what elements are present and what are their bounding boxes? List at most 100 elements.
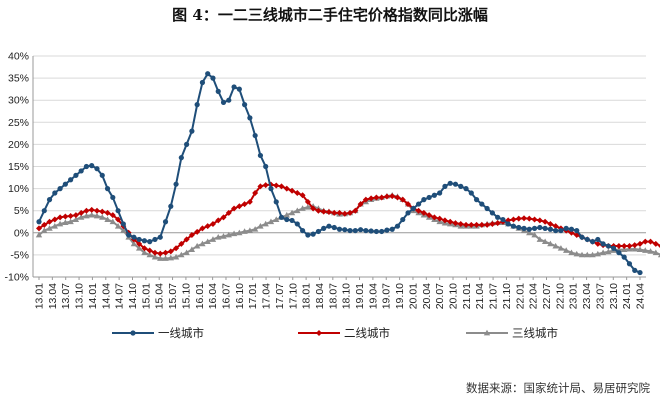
x-tick-label: 16.04: [207, 283, 219, 309]
data-point: [220, 99, 227, 106]
data-point: [83, 163, 90, 170]
data-point: [373, 228, 380, 235]
data-point: [531, 216, 538, 223]
data-point: [72, 212, 79, 219]
data-point: [357, 201, 364, 208]
legend-marker: [316, 330, 322, 336]
data-point: [431, 214, 438, 221]
x-tick-label: 17.04: [261, 283, 273, 309]
data-point: [558, 227, 564, 234]
data-point: [552, 242, 559, 249]
axes: -10%-5%0%5%10%15%20%25%30%35%40%13.01 13.…: [4, 51, 646, 310]
data-point: [289, 187, 296, 194]
data-point: [505, 221, 511, 227]
y-tick-label: 0%: [14, 227, 29, 239]
data-point: [194, 102, 200, 108]
data-point: [426, 194, 432, 201]
data-point: [589, 239, 596, 245]
data-point: [362, 196, 369, 203]
data-point: [537, 224, 543, 231]
legend-marker: [130, 330, 136, 336]
data-point: [114, 222, 122, 229]
data-point: [458, 183, 464, 189]
data-point: [304, 198, 311, 205]
data-point: [352, 227, 358, 234]
data-point: [415, 201, 422, 207]
data-point: [578, 251, 586, 258]
data-point: [521, 225, 527, 231]
data-point: [447, 180, 453, 186]
data-point: [347, 209, 354, 216]
data-point: [162, 249, 169, 256]
data-point: [631, 245, 638, 252]
data-point: [178, 240, 185, 247]
data-point: [299, 227, 306, 234]
data-point: [56, 220, 64, 227]
data-point: [131, 234, 137, 240]
y-tick-label: 15%: [8, 161, 29, 173]
data-point: [436, 215, 443, 222]
data-point: [547, 220, 554, 227]
data-point: [463, 186, 469, 192]
data-point: [199, 225, 206, 232]
data-point: [536, 236, 544, 242]
data-point: [62, 219, 69, 226]
data-point: [541, 238, 549, 245]
data-point: [600, 241, 606, 247]
x-tick-label: 19.04: [367, 283, 379, 309]
data-point: [495, 214, 501, 220]
data-point: [178, 155, 184, 161]
data-point: [68, 177, 74, 183]
data-point: [99, 208, 106, 215]
data-point: [162, 219, 169, 225]
data-point: [315, 207, 322, 214]
data-point: [209, 236, 217, 242]
data-point: [621, 243, 628, 250]
data-point: [557, 245, 565, 251]
x-tick-label: 15.07: [167, 283, 179, 309]
data-point: [184, 141, 190, 147]
data-point: [41, 227, 48, 233]
data-point: [288, 209, 296, 216]
data-point: [46, 218, 53, 225]
data-point: [83, 207, 90, 214]
data-point: [352, 207, 359, 214]
x-tick-label: 16.07: [220, 283, 232, 309]
data-point: [305, 232, 311, 238]
x-tick-label: 18.01: [301, 283, 313, 309]
data-point: [637, 240, 643, 247]
data-point: [67, 213, 74, 220]
data-point: [531, 225, 538, 231]
data-point: [400, 216, 406, 223]
legend-label: 一线城市: [158, 326, 204, 340]
legend-item: 二线城市: [298, 326, 390, 340]
data-point: [573, 250, 580, 257]
data-point: [83, 212, 90, 219]
data-point: [489, 210, 495, 216]
data-point: [273, 199, 279, 205]
data-point: [421, 197, 427, 203]
data-point: [262, 182, 269, 189]
x-tick-label: 16.01: [194, 283, 206, 309]
data-point: [183, 249, 190, 256]
data-point: [384, 227, 390, 233]
data-point: [547, 226, 553, 232]
data-point: [99, 172, 105, 178]
data-point: [236, 229, 243, 236]
data-point: [230, 230, 238, 237]
data-point: [299, 205, 306, 211]
data-point: [78, 168, 84, 174]
data-point: [115, 216, 122, 223]
data-point: [104, 216, 111, 222]
x-tick-label: 18.04: [314, 283, 326, 309]
x-tick-label: 21.10: [501, 283, 513, 309]
data-point: [241, 228, 248, 234]
x-tick-label: 24.01: [621, 283, 633, 309]
data-point: [636, 246, 644, 252]
data-point: [321, 225, 327, 231]
data-point: [236, 86, 242, 92]
data-point: [88, 211, 95, 218]
data-point: [294, 190, 301, 197]
data-point: [151, 253, 159, 260]
